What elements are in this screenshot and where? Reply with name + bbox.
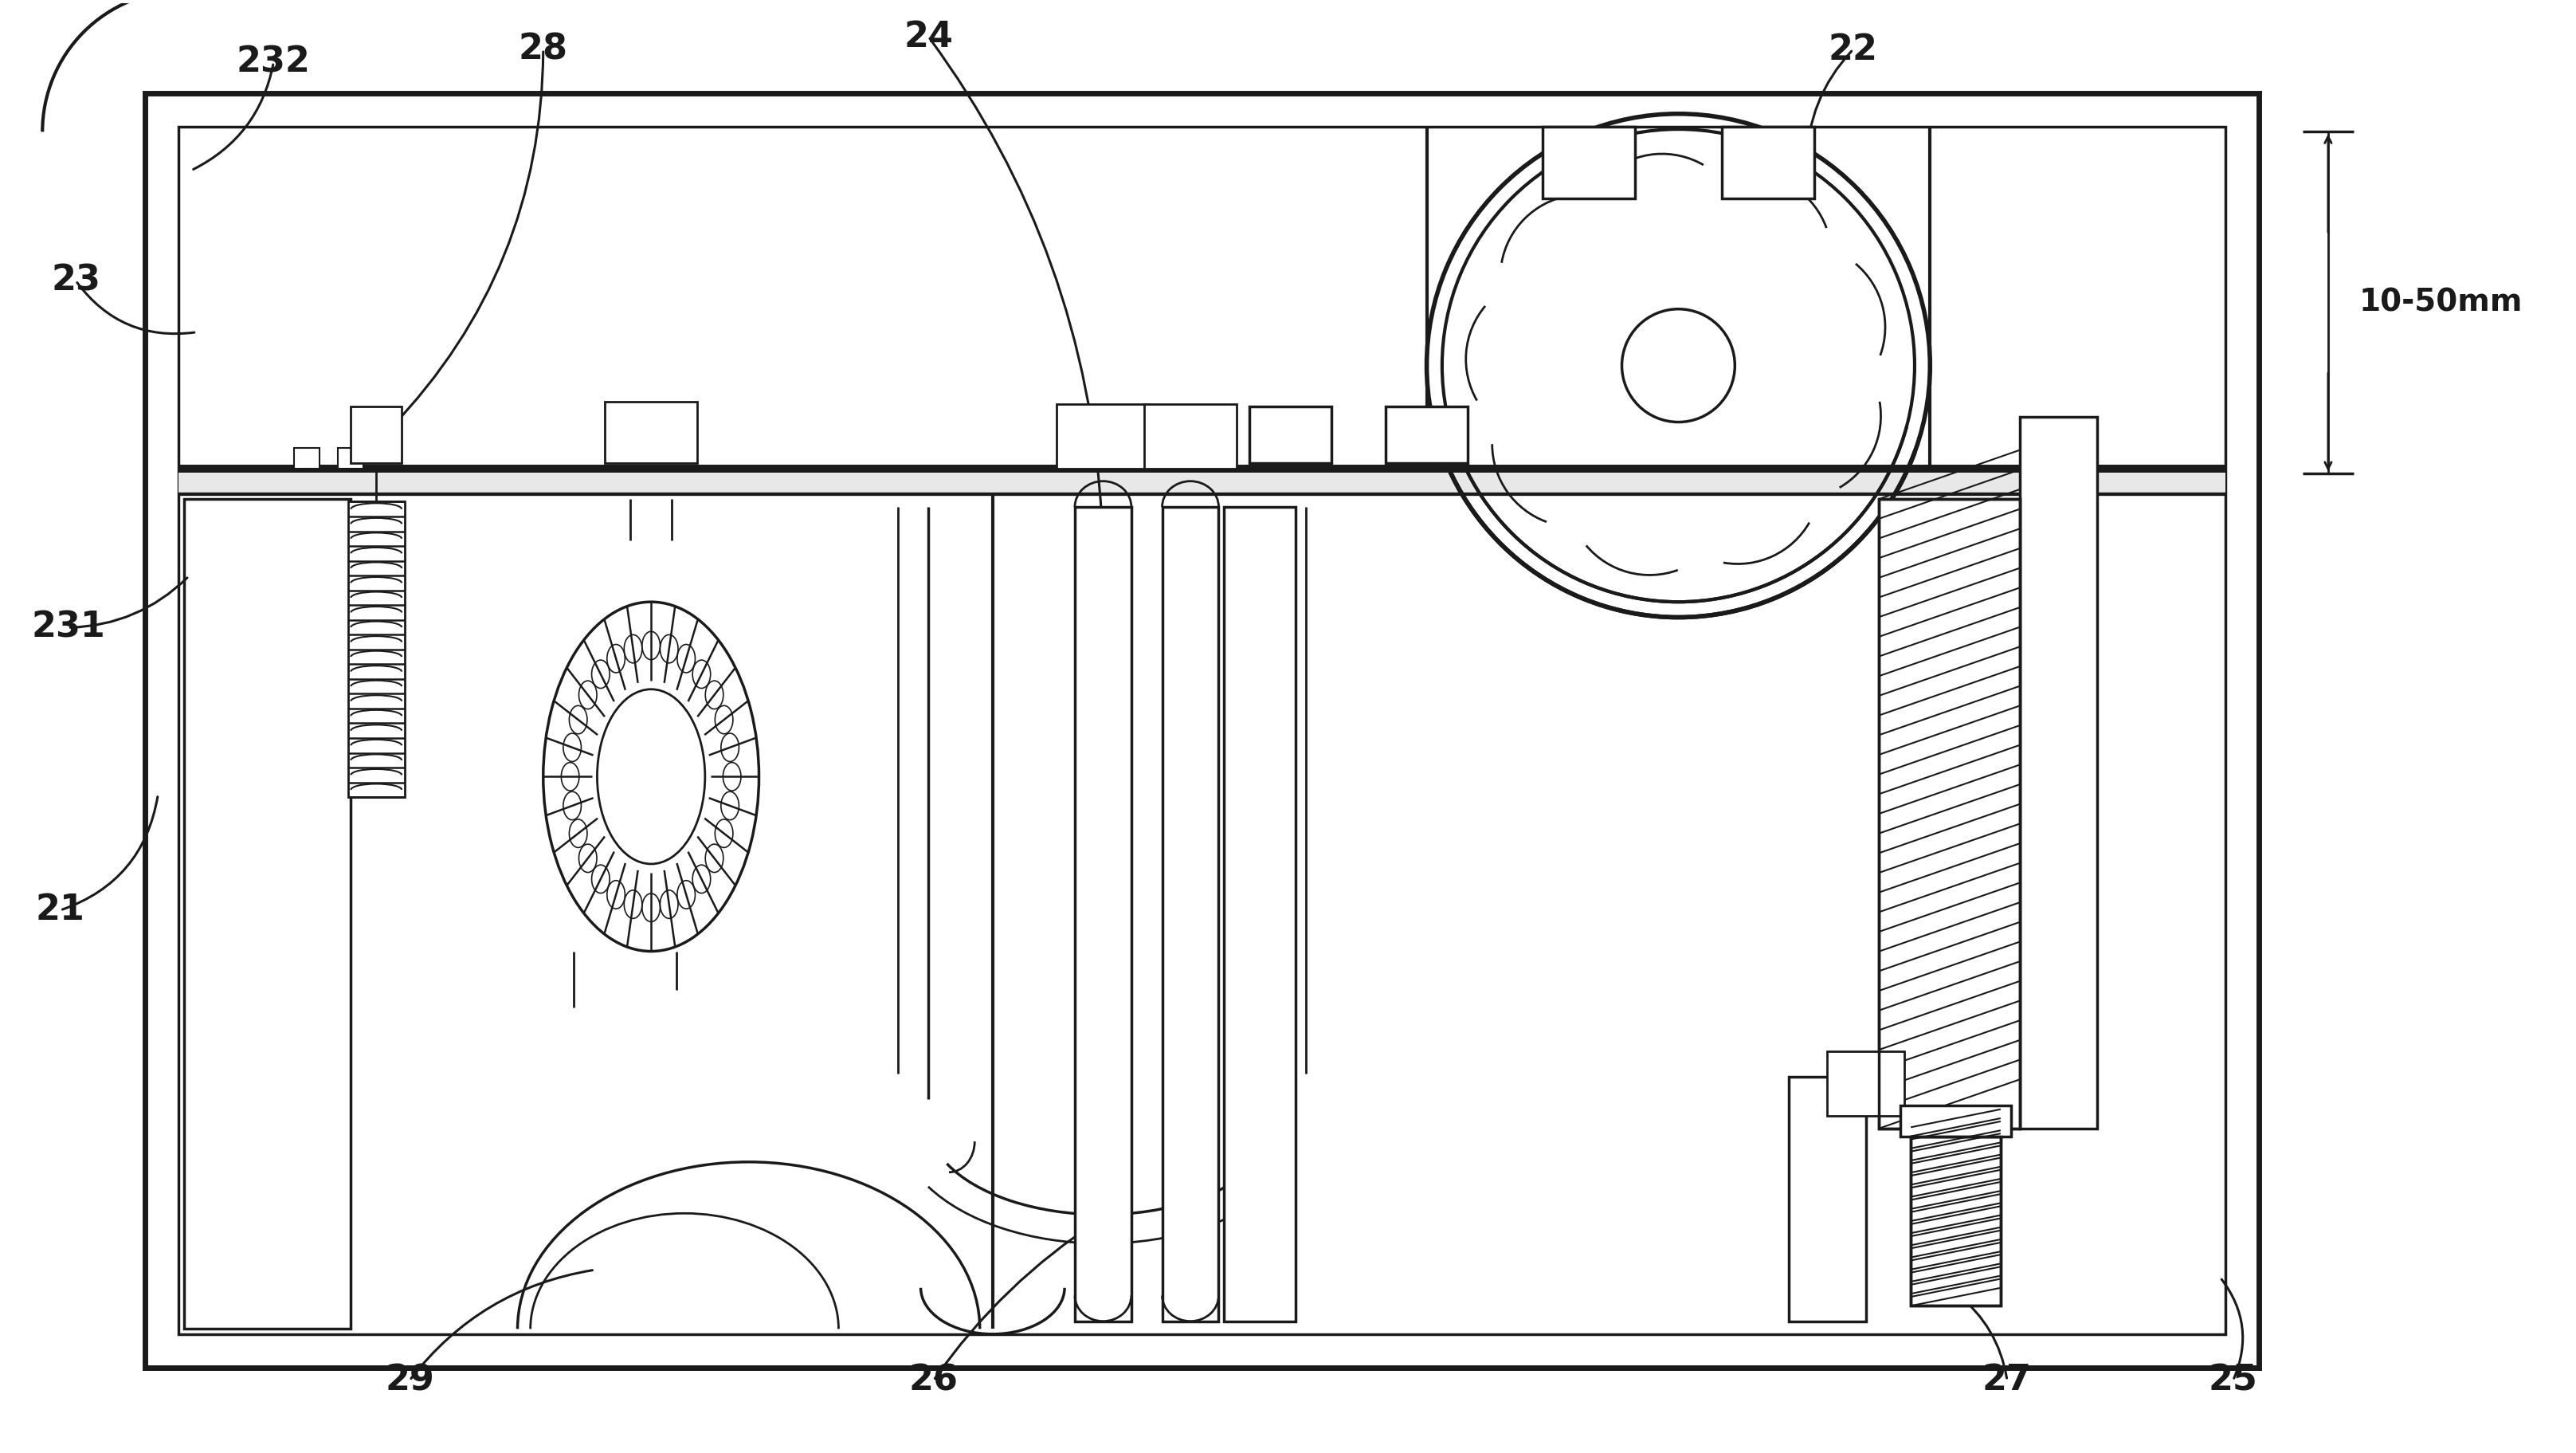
Text: 24: 24 (904, 19, 953, 54)
Bar (1074, 507, 1131, 1321)
Bar (337, 448, 363, 468)
Text: 23: 23 (52, 263, 100, 298)
Bar (294, 448, 319, 468)
Bar (1911, 1136, 2002, 1306)
Bar (1249, 407, 1332, 464)
Bar (1788, 1077, 1865, 1321)
Bar (183, 500, 350, 1329)
Bar (1144, 404, 1236, 468)
Text: 25: 25 (2208, 1363, 2257, 1398)
Polygon shape (1826, 1052, 1904, 1116)
Bar (1224, 507, 1296, 1321)
Bar (178, 126, 2226, 1334)
Text: 26: 26 (909, 1363, 958, 1398)
Bar (1721, 126, 1814, 199)
Bar (178, 468, 2226, 494)
Bar (1911, 1136, 2002, 1306)
Bar (144, 93, 2259, 1367)
Bar (1878, 500, 2020, 1129)
Bar (1543, 126, 1636, 199)
Bar (1386, 407, 1468, 464)
Text: 29: 29 (384, 1363, 435, 1398)
Text: 231: 231 (31, 610, 106, 645)
Bar (1878, 500, 2020, 1129)
Bar (350, 407, 402, 464)
Text: 21: 21 (36, 894, 85, 927)
Bar (1056, 404, 1149, 468)
Text: 22: 22 (1829, 32, 1878, 67)
Bar (1901, 1106, 2012, 1136)
Text: 27: 27 (1984, 1363, 2032, 1398)
Text: 10-50mm: 10-50mm (2360, 288, 2522, 318)
Bar (2020, 417, 2097, 1129)
Bar (605, 401, 698, 464)
Text: 28: 28 (518, 32, 567, 67)
Bar (1162, 507, 1218, 1321)
Text: 232: 232 (237, 45, 312, 80)
Bar (348, 501, 404, 798)
